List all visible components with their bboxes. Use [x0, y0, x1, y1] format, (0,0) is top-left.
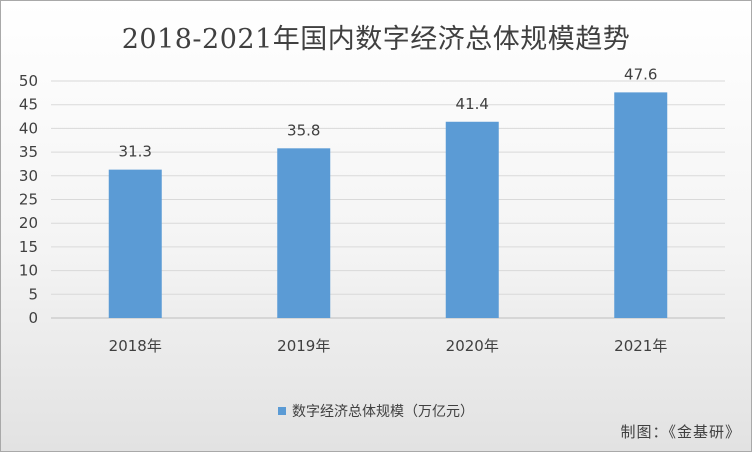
y-tick-label: 10 — [19, 262, 38, 280]
y-tick-label: 0 — [28, 309, 38, 327]
y-tick-label: 40 — [19, 119, 38, 137]
x-tick-label: 2020年 — [446, 337, 499, 355]
y-tick-label: 20 — [19, 214, 38, 232]
bars: 31.3 35.8 41.4 47.6 — [108, 65, 668, 318]
y-tick-label: 45 — [19, 96, 38, 114]
legend-label: 数字经济总体规模（万亿元） — [292, 404, 474, 420]
y-tick-label: 30 — [19, 167, 38, 185]
data-label: 47.6 — [624, 65, 657, 83]
y-tick-label: 35 — [19, 143, 38, 161]
data-label: 41.4 — [456, 95, 489, 113]
gridlines — [51, 80, 725, 319]
legend-swatch — [278, 407, 286, 415]
legend: 数字经济总体规模（万亿元） — [1, 401, 751, 421]
y-tick-label: 5 — [28, 285, 38, 303]
data-label: 31.3 — [119, 143, 152, 161]
bar — [277, 148, 331, 318]
y-tick-label: 25 — [19, 191, 38, 209]
x-tick-label: 2018年 — [109, 337, 162, 355]
x-tick-label: 2021年 — [614, 337, 667, 355]
source-credit: 制图：《金基研》 — [620, 423, 741, 441]
chart-title: 2018-2021年国内数字经济总体规模趋势 — [121, 24, 631, 55]
x-tick-label: 2019年 — [277, 337, 330, 355]
y-axis: 0 5 10 15 20 25 30 35 40 45 50 — [19, 72, 38, 327]
y-tick-label: 15 — [19, 238, 38, 256]
x-axis: 2018年 2019年 2020年 2021年 — [109, 337, 668, 355]
bar — [108, 169, 162, 318]
y-tick-label: 50 — [19, 72, 38, 90]
data-label: 35.8 — [287, 121, 320, 139]
bar — [445, 121, 499, 318]
bar — [614, 92, 668, 318]
